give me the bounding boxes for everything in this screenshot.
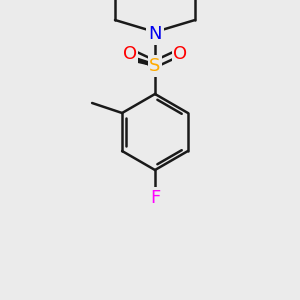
Text: O: O xyxy=(173,45,188,63)
Text: F: F xyxy=(150,189,160,207)
Text: N: N xyxy=(148,25,162,43)
Text: S: S xyxy=(149,57,161,75)
Text: O: O xyxy=(123,45,137,63)
